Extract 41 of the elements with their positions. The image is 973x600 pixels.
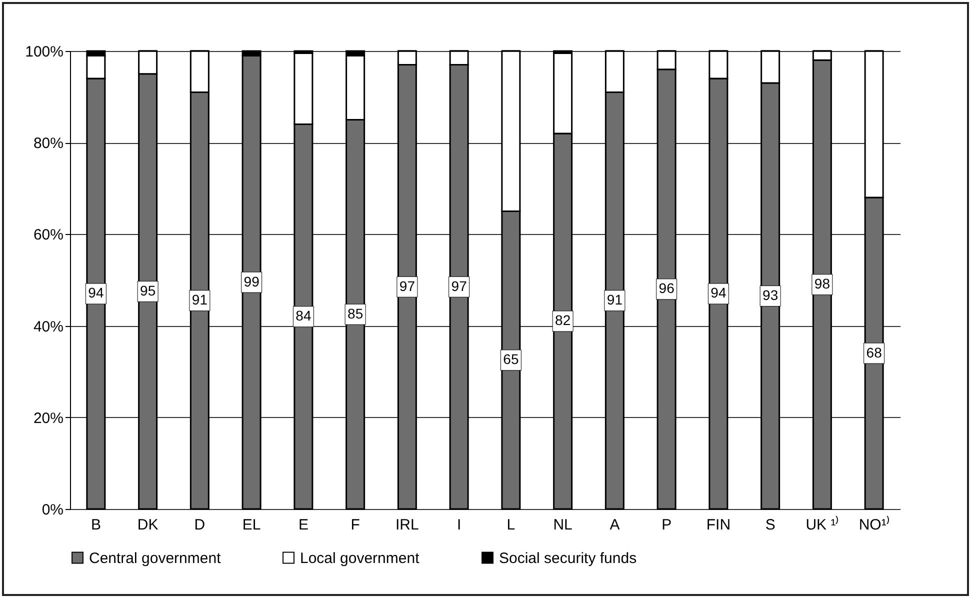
x-tick-label: NO¹⁾ — [858, 516, 890, 534]
data-label: 65 — [503, 351, 519, 368]
x-tick-label: L — [506, 516, 516, 534]
data-label: 97 — [399, 278, 416, 294]
y-tick-label: 100% — [25, 44, 64, 60]
legend-label: Local government — [300, 550, 420, 567]
y-tick-label: 20% — [33, 410, 64, 427]
data-label: 96 — [658, 280, 675, 296]
data-label: 84 — [296, 308, 312, 324]
data-label: 98 — [814, 276, 830, 292]
x-tick-label: NL — [553, 516, 572, 534]
y-tick-label: 60% — [33, 226, 64, 244]
data-label: 68 — [866, 344, 882, 360]
x-tick-label: A — [610, 516, 620, 534]
x-tick-label: DK — [137, 516, 158, 534]
x-tick-label: EL — [242, 516, 261, 534]
x-tick-label: FIN — [706, 516, 731, 534]
data-label: 94 — [710, 284, 726, 301]
data-label: 99 — [244, 273, 260, 290]
x-tick-label: I — [456, 516, 462, 534]
data-label: 97 — [451, 278, 468, 294]
data-label: 91 — [606, 292, 623, 308]
data-label: 94 — [88, 284, 104, 301]
x-tick-label: D — [194, 516, 206, 534]
data-label: 93 — [762, 287, 778, 304]
y-tick-label: 0% — [42, 502, 64, 518]
x-tick-label: B — [90, 516, 101, 534]
data-label: 91 — [192, 292, 208, 308]
data-label: 95 — [140, 282, 156, 298]
x-tick-label: P — [662, 516, 672, 534]
x-tick-label: S — [765, 516, 776, 534]
x-tick-label: UK ¹⁾ — [806, 516, 839, 534]
x-tick-label: E — [298, 516, 308, 534]
data-label: 85 — [348, 305, 364, 322]
data-label: 82 — [555, 312, 571, 328]
x-tick-label: F — [350, 516, 360, 534]
legend-label: Social security funds — [499, 550, 637, 567]
legend-label: Central government — [89, 550, 222, 567]
y-tick-label: 40% — [33, 318, 64, 336]
y-tick-label: 80% — [33, 135, 64, 152]
x-tick-label: IRL — [396, 516, 419, 534]
